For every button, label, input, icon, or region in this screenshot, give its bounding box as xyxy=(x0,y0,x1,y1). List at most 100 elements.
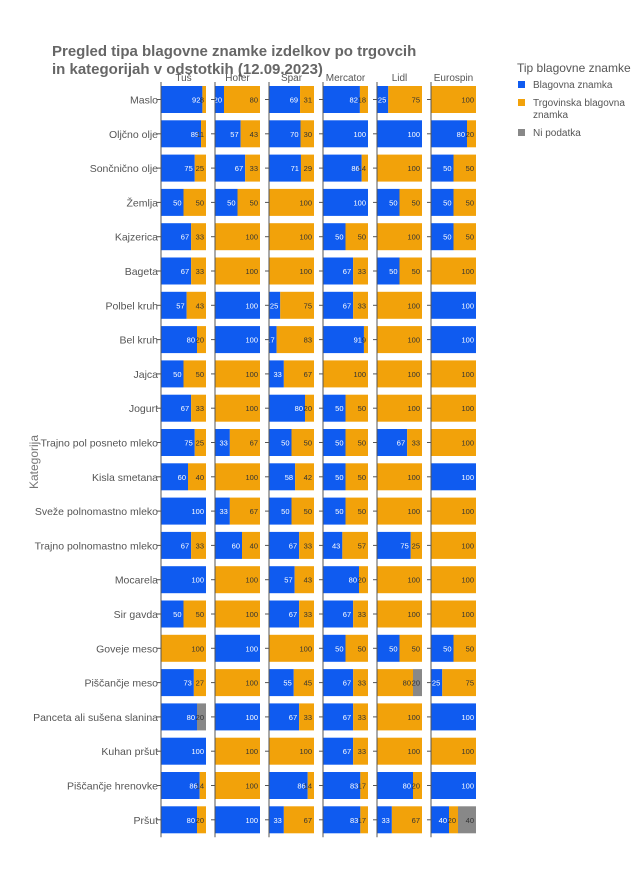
bar-data-label: 33 xyxy=(382,816,390,825)
bar-data-label: 100 xyxy=(353,198,366,207)
bar-segment xyxy=(199,772,206,799)
bar-segment xyxy=(363,326,368,354)
category-label: Polbel kruh xyxy=(105,300,158,312)
bar-data-label: 100 xyxy=(461,576,474,585)
bar-segment xyxy=(323,669,354,697)
bar-data-label: 100 xyxy=(245,713,258,722)
bar-segment xyxy=(391,806,422,834)
bar-data-label: 14 xyxy=(196,782,204,791)
bar-segment xyxy=(299,531,314,559)
bar-segment xyxy=(283,806,314,834)
bar-data-label: 89 xyxy=(191,130,199,139)
bar-segment xyxy=(323,394,346,422)
bar-segment xyxy=(431,806,449,834)
bar-data-label: 75 xyxy=(400,541,408,550)
bar-segment xyxy=(323,806,361,834)
bar-segment xyxy=(269,497,292,525)
category-label: Žemlja xyxy=(126,196,158,209)
bar-segment xyxy=(431,188,454,216)
bar-data-label: 100 xyxy=(245,233,258,242)
bar-segment xyxy=(215,737,260,765)
legend-swatch xyxy=(518,81,525,88)
bar-data-label: 80 xyxy=(187,816,195,825)
bar-segment xyxy=(188,463,206,491)
bar-segment xyxy=(215,291,260,319)
bar-segment xyxy=(431,600,476,628)
bar-data-label: 71 xyxy=(291,164,299,173)
bar-data-label: 33 xyxy=(358,301,366,310)
bar-data-label: 100 xyxy=(191,644,204,653)
bar-segment xyxy=(269,394,305,422)
bar-data-label: 67 xyxy=(181,233,189,242)
bar-segment xyxy=(345,223,368,251)
bar-data-label: 69 xyxy=(290,96,298,105)
legend: Tip blagovne znamke Blagovna znamka Trgovi… xyxy=(517,61,631,139)
category-label: Pršut xyxy=(133,815,158,827)
bar-segment xyxy=(431,223,454,251)
bar-data-label: 50 xyxy=(358,507,366,516)
bar-segment xyxy=(377,394,422,422)
bar-data-label: 91 xyxy=(354,336,362,345)
bar-data-label: 50 xyxy=(335,644,343,653)
bar-segment xyxy=(269,86,301,113)
bar-data-label: 33 xyxy=(250,164,258,173)
bar-data-label: 100 xyxy=(245,576,258,585)
bar-data-label: 29 xyxy=(304,164,312,173)
bar-data-label: 33 xyxy=(274,816,282,825)
bar-data-label: 20 xyxy=(196,713,204,722)
bar-segment xyxy=(377,600,422,628)
bar-segment xyxy=(215,154,246,182)
bar-segment xyxy=(269,669,294,697)
bar-segment xyxy=(269,326,277,354)
facet-header-5: Eurospin xyxy=(434,73,473,84)
bar-segment xyxy=(377,772,413,799)
bar-segment xyxy=(269,463,296,491)
bar-segment xyxy=(377,120,422,148)
bar-data-label: 67 xyxy=(181,541,189,550)
bar-segment xyxy=(449,806,458,834)
bar-data-label: 100 xyxy=(191,576,204,585)
bar-data-label: 67 xyxy=(235,164,243,173)
bar-data-label: 50 xyxy=(196,610,204,619)
bar-data-label: 50 xyxy=(358,404,366,413)
bar-data-label: 50 xyxy=(358,644,366,653)
bar-data-label: 50 xyxy=(281,439,289,448)
bar-segment xyxy=(194,154,206,182)
bar-data-label: 67 xyxy=(289,541,297,550)
bar-segment xyxy=(431,634,454,662)
bar-data-label: 67 xyxy=(343,301,351,310)
bar-data-label: 45 xyxy=(304,679,312,688)
bar-segment xyxy=(388,86,422,113)
bar-segment xyxy=(194,429,206,456)
bar-segment xyxy=(215,463,260,491)
bar-segment xyxy=(269,360,284,388)
bar-segment xyxy=(377,291,422,319)
facet-axes xyxy=(157,82,432,838)
bar-data-label: 42 xyxy=(304,473,312,482)
category-label: Kuhan pršut xyxy=(101,746,158,758)
category-label: Sir gavda xyxy=(114,609,159,621)
bar-segment xyxy=(161,703,197,731)
bar-segment xyxy=(323,737,354,765)
bar-data-label: 86 xyxy=(297,782,305,791)
bar-segment xyxy=(377,737,422,765)
bar-segment xyxy=(161,531,192,559)
bar-data-label: 100 xyxy=(461,610,474,619)
bar-data-label: 100 xyxy=(299,233,312,242)
category-label: Oljčno olje xyxy=(109,129,158,141)
bar-segment xyxy=(345,497,368,525)
bar-segment xyxy=(413,669,422,697)
bar-data-label: 25 xyxy=(432,679,440,688)
bar-segment xyxy=(202,86,206,113)
bar-data-label: 83 xyxy=(304,336,312,345)
bar-data-label: 40 xyxy=(196,473,204,482)
bar-segment xyxy=(431,772,476,799)
bar-data-label: 67 xyxy=(412,816,420,825)
bar-segment xyxy=(453,634,476,662)
bar-data-label: 50 xyxy=(335,439,343,448)
bar-segment xyxy=(269,531,300,559)
bar-segment xyxy=(323,600,354,628)
bar-data-label: 60 xyxy=(178,473,186,482)
bar-segment xyxy=(377,806,392,834)
